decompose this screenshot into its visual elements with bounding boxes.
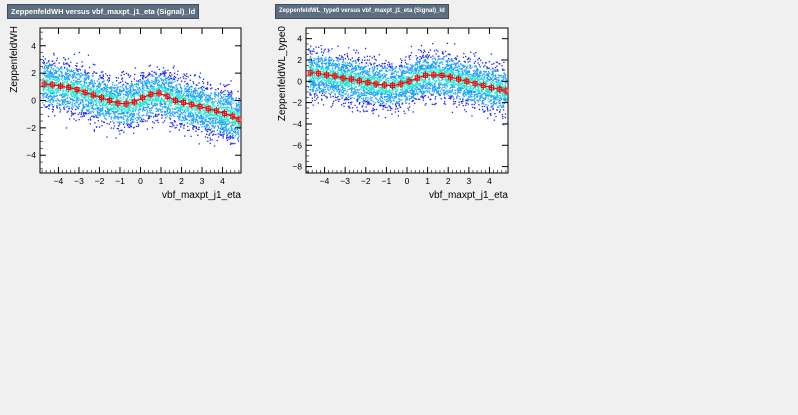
profile-point: [423, 72, 429, 78]
y-tick-label: 4: [297, 34, 302, 44]
profile-point: [381, 82, 387, 88]
x-axis-label: vbf_maxpt_j1_eta: [429, 190, 508, 201]
x-tick-label: −2: [95, 176, 105, 186]
profile-point: [398, 81, 404, 87]
profile-point: [414, 75, 420, 81]
profile-point: [373, 81, 379, 87]
x-tick-label: 1: [425, 176, 430, 186]
profile-point: [41, 81, 47, 87]
profile-point: [431, 72, 437, 78]
x-tick-label: −1: [382, 176, 392, 186]
profile-point: [49, 82, 55, 88]
profile-point: [123, 101, 129, 107]
y-tick-label: −8: [292, 162, 302, 172]
profile-point: [390, 83, 396, 89]
profile-point: [489, 85, 495, 91]
profile-point: [472, 80, 478, 86]
x-tick-label: −2: [361, 176, 371, 186]
profile-point: [181, 100, 187, 106]
x-tick-label: 0: [405, 176, 410, 186]
profile-point: [236, 117, 242, 123]
x-tick-label: −3: [340, 176, 350, 186]
profile-point: [90, 92, 96, 98]
profile-point: [115, 100, 121, 106]
profile-point: [332, 73, 338, 79]
y-axis-label: ZeppenfeldWL_type0: [277, 26, 288, 122]
profile-point: [66, 85, 72, 91]
profile-point: [348, 76, 354, 82]
x-tick-label: −1: [115, 176, 125, 186]
y-tick-label: −6: [292, 140, 302, 150]
profile-point: [357, 78, 363, 84]
y-tick-label: −2: [292, 98, 302, 108]
y-axis-label: ZeppenfeldWH: [9, 26, 20, 93]
profile-point: [213, 108, 219, 114]
profile-point: [99, 95, 105, 101]
x-tick-label: 4: [220, 176, 225, 186]
profile-point: [464, 78, 470, 84]
right-plot-title: ZeppenfeldWL_type0 versus vbf_maxpt_j1_e…: [275, 4, 449, 19]
profile-point: [82, 89, 88, 95]
profile-point: [148, 91, 154, 97]
profile-point: [197, 104, 203, 110]
profile-point: [189, 102, 195, 108]
profile-point: [131, 99, 137, 105]
y-tick-label: 0: [31, 96, 36, 106]
profile-point: [107, 98, 113, 103]
x-tick-label: −3: [74, 176, 84, 186]
y-tick-label: −4: [292, 119, 302, 129]
profile-point: [164, 93, 170, 99]
profile-point: [230, 113, 236, 119]
y-tick-label: 2: [31, 68, 36, 78]
x-tick-label: 4: [487, 176, 492, 186]
profile-point: [480, 83, 486, 89]
profile-point: [406, 78, 412, 84]
x-tick-label: 2: [446, 176, 451, 186]
profile-series: [41, 80, 242, 124]
profile-point: [222, 110, 228, 116]
y-tick-label: 2: [297, 55, 302, 65]
y-tick-label: −2: [26, 123, 36, 133]
y-tick-label: 0: [297, 76, 302, 86]
profile-point: [156, 90, 162, 96]
profile-point: [447, 74, 453, 80]
x-tick-label: 2: [179, 176, 184, 186]
y-tick-label: −4: [26, 150, 36, 160]
profile-point: [307, 70, 313, 76]
x-tick-label: −4: [320, 176, 330, 186]
left-scatter-chart: −4 −3 −2 −1 0 1 2 3 4 −4 −2 0 2 4 vbf_maxpt_j1_eta Zepp…: [9, 26, 242, 201]
x-tick-label: 0: [138, 176, 143, 186]
profile-point: [365, 79, 371, 85]
x-axis-label: vbf_maxpt_j1_eta: [162, 190, 241, 201]
profile-point: [439, 72, 445, 78]
profile-point: [456, 76, 462, 82]
profile-point: [497, 86, 503, 92]
profile-point: [315, 70, 321, 76]
y-tick-label: 4: [31, 41, 36, 51]
x-tick-label: 1: [159, 176, 164, 186]
profile-series: [307, 68, 509, 95]
left-plot-title: ZeppenfeldWH versus vbf_maxpt_j1_eta (Si…: [7, 4, 200, 19]
x-tick-label: 3: [200, 176, 205, 186]
profile-point: [324, 72, 330, 78]
profile-point: [503, 88, 509, 94]
profile-point: [172, 98, 178, 103]
profile-point: [74, 87, 80, 93]
profile-point: [140, 95, 146, 101]
profile-point: [340, 75, 346, 81]
x-tick-label: −4: [54, 176, 64, 186]
profile-point: [205, 106, 211, 112]
profile-point: [58, 83, 64, 89]
x-tick-label: 3: [466, 176, 471, 186]
right-scatter-chart: −4 −3 −2 −1 0 1 2 3 4 −8 −6 −4 −2 0 2 4 vbf_maxpt_j1_eta…: [277, 26, 509, 201]
